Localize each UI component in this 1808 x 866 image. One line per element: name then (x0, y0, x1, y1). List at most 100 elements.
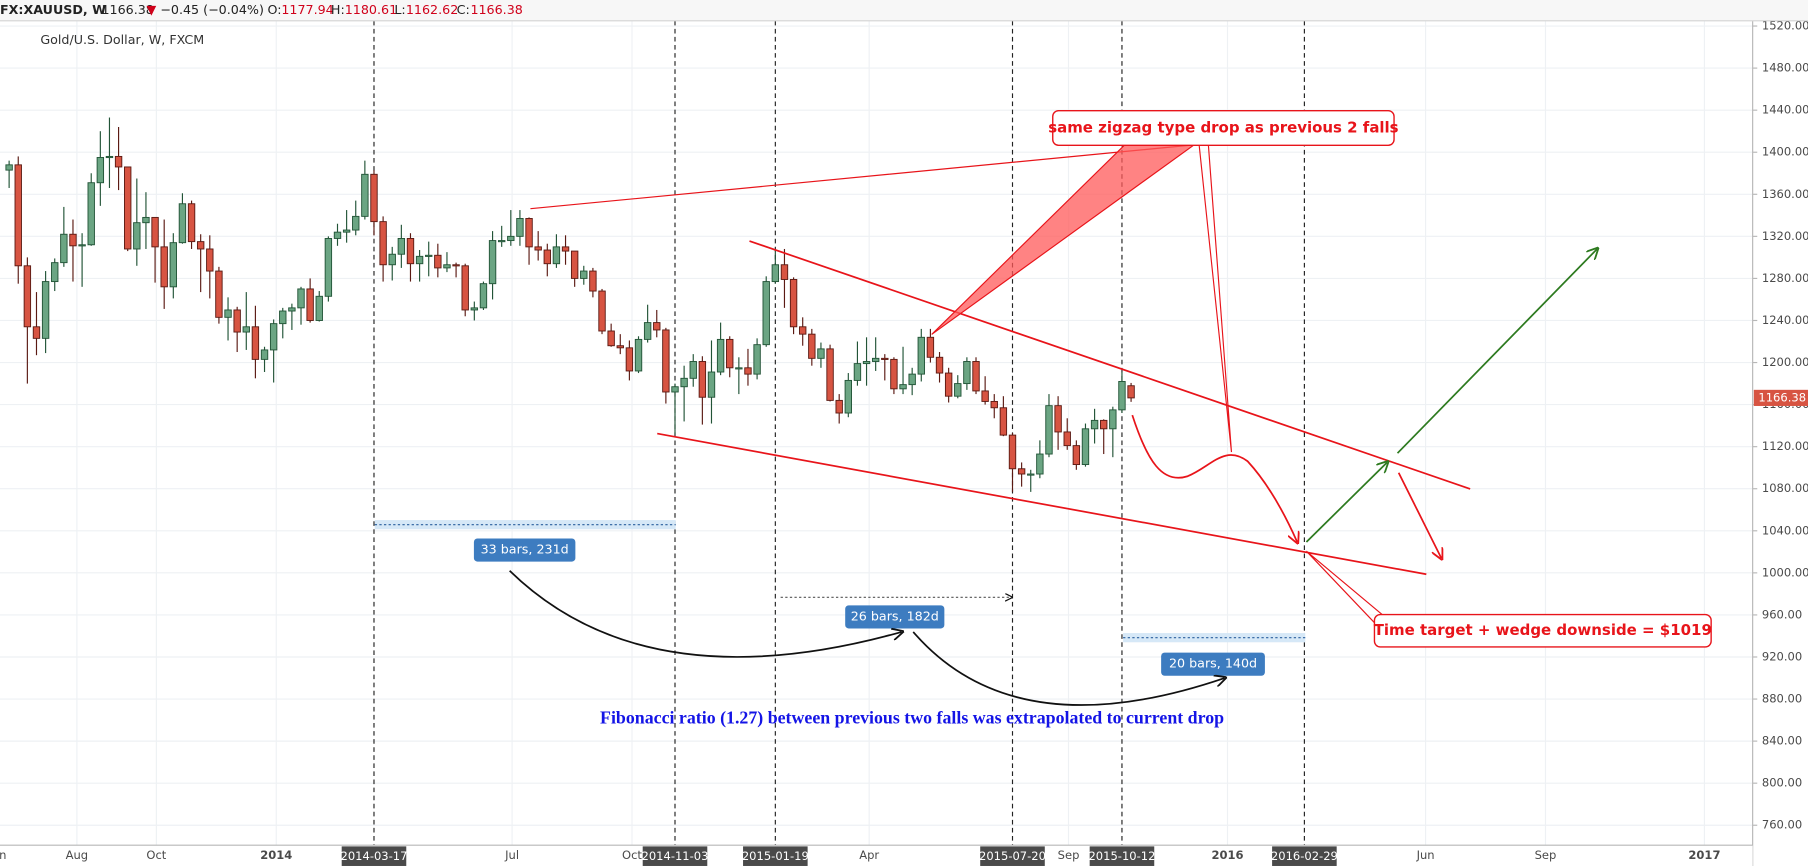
candle-body (862, 361, 871, 365)
bar-count-box (845, 605, 945, 629)
callout-text: same zigzag type drop as previous 2 fall… (1048, 119, 1398, 137)
candle-body (406, 237, 415, 265)
candle-body (1072, 445, 1081, 466)
candle-body (379, 221, 387, 266)
callout-text: Time target + wedge downside = $1019 (1374, 621, 1712, 639)
x-tick-label: Apr (859, 848, 879, 862)
candle-body (789, 279, 798, 328)
x-tick-label: 2016 (1211, 848, 1243, 862)
price-tag-label: 1166.38 (1758, 390, 1806, 404)
candle-body (1045, 405, 1053, 455)
candle-body (1017, 468, 1026, 475)
candle-body (570, 250, 579, 279)
candle-body (142, 216, 150, 224)
y-tick-label: 1280.00 (1762, 271, 1808, 285)
candle-body (1036, 453, 1044, 475)
candle-body (999, 407, 1008, 436)
candle-body (452, 264, 460, 267)
candle-body (461, 265, 469, 311)
callout-pointer (1198, 145, 1233, 453)
candle-body (251, 326, 260, 360)
y-tick-label: 1000.00 (1762, 565, 1808, 579)
marker-date: 2015-07-20 (979, 849, 1046, 863)
x-tick-label: Jun (1416, 848, 1435, 862)
x-tick-label: Sep (1535, 848, 1557, 862)
candle-body (425, 254, 433, 257)
candle-body (625, 347, 634, 372)
candle-body (333, 231, 342, 239)
trendline (749, 240, 1471, 490)
arc-arrow (912, 631, 1224, 706)
candle-body (1100, 419, 1108, 430)
candle-body (990, 400, 998, 409)
marker-date: 2014-03-17 (341, 849, 408, 863)
candle-body (87, 182, 95, 246)
x-tick-label: Aug (66, 848, 89, 862)
candle-body (698, 361, 707, 398)
candle-body (14, 164, 22, 267)
candle-body (32, 326, 41, 339)
y-tick-label: 1440.00 (1762, 103, 1808, 117)
candle-body (23, 265, 32, 328)
candle-body (306, 288, 314, 321)
y-tick-label: 920.00 (1762, 649, 1802, 663)
candle-body (78, 244, 86, 247)
range-band (1123, 633, 1306, 643)
candle-body (835, 399, 843, 414)
candle-body (616, 345, 624, 349)
candle-body (944, 372, 953, 397)
ohlc-value: 1180.61 (345, 2, 397, 17)
bar-count-box (473, 538, 576, 562)
candle-body (507, 235, 515, 242)
trendline (657, 432, 1427, 576)
candle-body (160, 246, 168, 288)
candle-body (589, 270, 597, 292)
candle-body (133, 222, 141, 250)
candle-body (1027, 473, 1035, 476)
price-axis (1752, 20, 1808, 866)
candle-body (972, 361, 980, 392)
y-tick-label: 1040.00 (1762, 523, 1808, 537)
header-bar (0, 0, 1808, 21)
marker-date-box (980, 846, 1045, 866)
callout-pointer (1306, 550, 1385, 624)
x-tick-label: Oct (622, 848, 642, 862)
candle-body (871, 357, 880, 362)
x-tick-label: Jun (0, 848, 6, 862)
candle-body (607, 330, 615, 347)
grid (0, 20, 1753, 846)
x-tick-label: Sep (1058, 848, 1080, 862)
projection (1305, 462, 1387, 543)
candle-body (297, 288, 305, 309)
candle-body (415, 255, 424, 265)
drawings: same zigzag type drop as previous 2 fall… (374, 110, 1712, 729)
candle-body (41, 281, 50, 339)
marker-date: 2016-02-29 (1271, 849, 1338, 863)
y-tick-label: 1480.00 (1762, 61, 1808, 75)
candle-body (1118, 381, 1126, 411)
ohlc-key: L: (394, 2, 405, 17)
candle-body (525, 218, 533, 248)
candle-body (799, 326, 807, 335)
candle-body (689, 361, 697, 379)
candle-body (726, 338, 734, 369)
candle-body (124, 166, 132, 250)
candle-body (470, 307, 479, 311)
projection (1397, 472, 1442, 558)
candle-body (196, 241, 205, 250)
candle-body (178, 203, 187, 244)
candle-body (707, 371, 716, 398)
candle-body (488, 240, 497, 285)
projection (1131, 414, 1297, 542)
candle-body (233, 309, 241, 333)
candle-body (653, 322, 661, 331)
candle-body (315, 295, 323, 321)
ohlc-key: C: (457, 2, 470, 17)
marker-date-box (743, 846, 808, 866)
x-tick-label: Oct (146, 848, 166, 862)
candle-body (981, 390, 989, 402)
candle-body (60, 233, 68, 264)
candle-body (242, 326, 250, 333)
